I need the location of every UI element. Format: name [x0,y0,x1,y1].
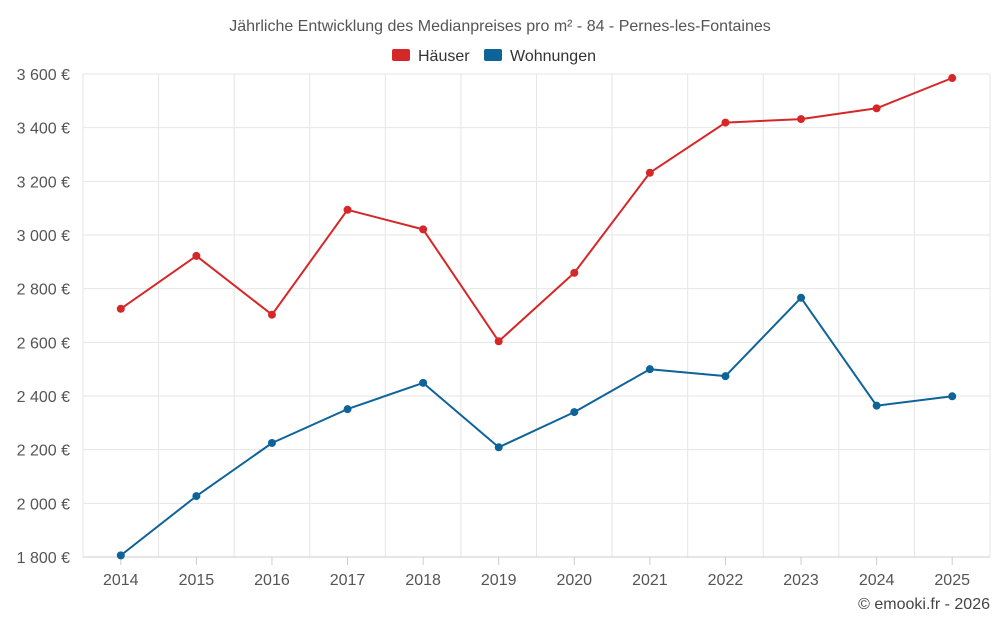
y-tick-label: 1 800 € [17,550,70,567]
data-point-haeuser[interactable] [343,205,352,214]
data-point-haeuser[interactable] [570,268,579,277]
x-tick-label: 2025 [934,572,970,589]
credit-text: © emooki.fr - 2026 [858,596,990,613]
data-point-wohnungen[interactable] [872,401,881,410]
legend-item-wohnungen[interactable]: Wohnungen [484,48,596,65]
x-tick-label: 2018 [405,572,441,589]
data-point-haeuser[interactable] [192,251,201,260]
legend-swatch-haeuser [392,49,410,61]
axes: 1 800 € 2 000 € 2 200 € 2 400 € 2 600 € 2 800… [17,67,990,589]
data-point-haeuser[interactable] [797,115,806,124]
data-point-wohnungen[interactable] [721,372,730,381]
x-tick-label: 2023 [783,572,819,589]
x-tick-label: 2020 [556,572,592,589]
legend-label-haeuser: Häuser [418,48,470,65]
data-point-haeuser[interactable] [267,310,276,319]
legend-swatch-wohnungen [484,49,502,61]
grid [82,73,991,557]
x-tick-label: 2021 [632,572,668,589]
y-tick-label: 2 200 € [17,443,70,460]
data-point-wohnungen[interactable] [116,551,125,560]
data-point-wohnungen[interactable] [948,392,957,401]
data-point-haeuser[interactable] [721,118,730,127]
x-tick-label: 2015 [179,572,215,589]
chart-title: Jährliche Entwicklung des Medianpreises … [229,18,771,35]
y-tick-label: 3 000 € [17,228,70,245]
y-tick-label: 3 400 € [17,121,70,138]
data-point-haeuser[interactable] [645,168,654,177]
y-tick-label: 2 600 € [17,335,70,352]
x-tick-label: 2022 [708,572,744,589]
data-point-wohnungen[interactable] [419,378,428,387]
x-tick-label: 2014 [103,572,139,589]
x-tick-label: 2016 [254,572,290,589]
legend: Häuser Wohnungen [392,48,596,65]
data-point-wohnungen[interactable] [267,438,276,447]
x-tick-label: 2019 [481,572,517,589]
data-point-haeuser[interactable] [494,337,503,346]
y-tick-label: 3 600 € [17,67,70,84]
data-point-haeuser[interactable] [419,225,428,234]
y-tick-label: 2 400 € [17,389,70,406]
data-point-haeuser[interactable] [948,74,957,83]
legend-item-haeuser[interactable]: Häuser [392,48,470,65]
legend-label-wohnungen: Wohnungen [510,48,596,65]
data-point-haeuser[interactable] [872,104,881,113]
data-point-haeuser[interactable] [116,304,125,313]
series-line-haeuser [120,77,953,343]
y-tick-label: 2 800 € [17,282,70,299]
data-point-wohnungen[interactable] [343,405,352,414]
x-tick-label: 2017 [330,572,366,589]
y-tick-label: 2 000 € [17,496,70,513]
data-point-wohnungen[interactable] [192,492,201,501]
data-point-wohnungen[interactable] [797,293,806,302]
data-point-wohnungen[interactable] [645,365,654,374]
series [116,74,957,560]
data-point-wohnungen[interactable] [494,443,503,452]
y-tick-label: 3 200 € [17,174,70,191]
series-line-wohnungen [120,296,953,557]
data-point-wohnungen[interactable] [570,408,579,417]
x-tick-label: 2024 [859,572,895,589]
